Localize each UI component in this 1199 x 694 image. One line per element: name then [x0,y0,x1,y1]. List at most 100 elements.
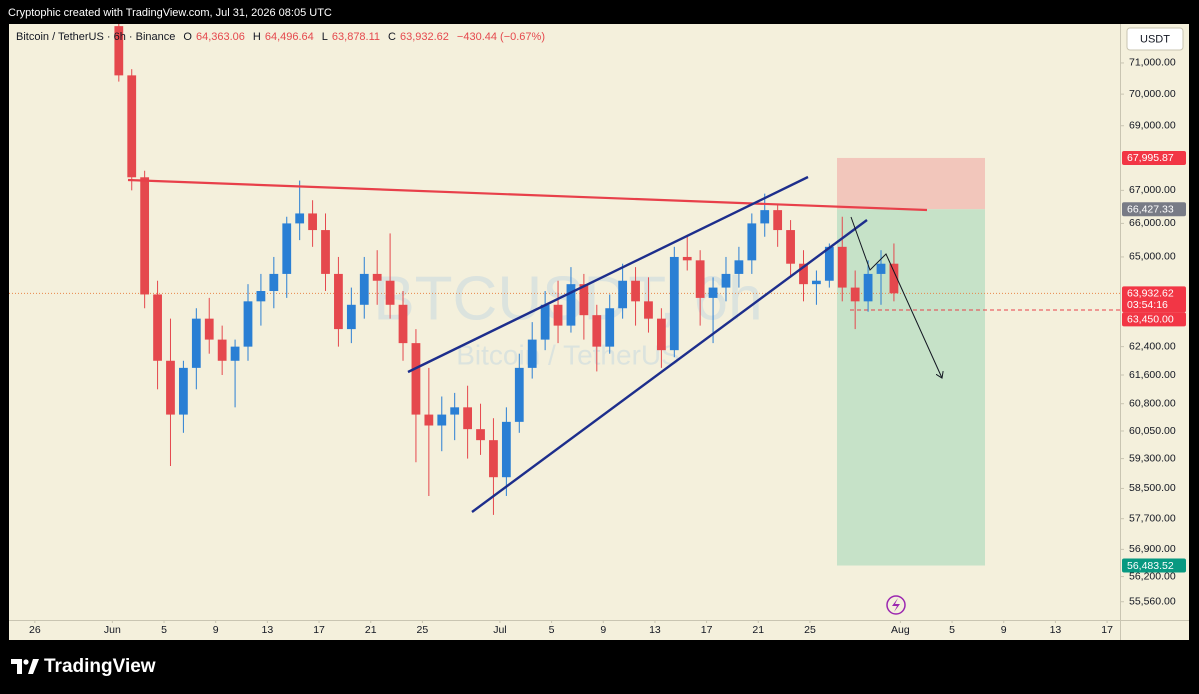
x-tick-label: 17 [313,624,325,636]
price-axis: USDT 71,000.00 70,000.00 69,000.00 67,000.0… [1120,27,1184,608]
candle-body [321,230,330,274]
price-tag [1122,150,1186,165]
x-tick-label: Aug [891,624,910,636]
y-tick-label: 66,000.00 [1129,217,1176,229]
candle-body [527,339,537,368]
candle-body [282,223,292,274]
price-tag-label: 63,932.62 [1127,288,1174,300]
candle-body [140,177,150,295]
candle-body [372,273,382,281]
candle-body [889,263,899,294]
x-tick-label: Jul [493,624,506,636]
price-tag-label: 63,450.00 [1127,314,1174,326]
price-tag [1122,312,1186,327]
x-tick-label: 5 [161,624,167,636]
candle-body [708,287,718,298]
candle-body [463,407,473,430]
candle-body [644,301,653,319]
candle-body [618,280,628,309]
candle-body [385,280,395,305]
candle-body [256,291,266,302]
candle-body [747,223,757,261]
candle-body [334,273,343,330]
x-tick-label: 21 [752,624,764,636]
candle-body [489,440,498,478]
x-tick-label: 5 [949,624,955,636]
y-tick-label: 70,000.00 [1129,88,1176,100]
candle-body [243,301,253,347]
candle-body [114,26,124,76]
candle-body [592,315,602,347]
candle-body [308,213,317,231]
y-tick-label: 65,000.00 [1129,251,1176,263]
ohlc-key: C [388,31,396,43]
price-tag [1122,558,1186,573]
candle-body [191,318,201,368]
x-tick-label: 25 [417,624,429,636]
candle-body [153,294,162,361]
event-icon [886,595,906,615]
x-tick-label: 17 [1101,624,1113,636]
candle-body [230,346,240,361]
target-zone [837,209,985,566]
x-tick-label: 13 [1050,624,1062,636]
x-tick-label: 5 [549,624,555,636]
candle-body [850,287,860,302]
ohlc-key: L [321,31,328,43]
candle-body [682,256,692,261]
candle-body [217,339,227,361]
candle-body [566,284,576,326]
x-tick-label: 21 [365,624,377,636]
brand-name: TradingView [44,656,156,677]
price-tag-label: 56,483.52 [1127,560,1174,572]
ohlc-value: 64,363.06 [195,31,245,43]
candle-body [863,273,873,302]
candle-body [540,304,550,340]
y-tick-label: 60,050.00 [1129,425,1176,437]
ohlc-value: 64,496.64 [264,31,314,43]
x-tick-label: 9 [600,624,606,636]
y-tick-label: 60,800.00 [1129,397,1176,409]
currency: USDT [1140,33,1170,45]
candle-body [876,263,886,274]
candle-body [721,273,731,288]
candle-body [812,280,821,285]
y-tick-label: 58,500.00 [1129,482,1176,494]
credit: Cryptophic created with TradingView.com,… [8,7,332,19]
resistance-line [127,178,928,212]
candle-body [501,421,511,478]
candle-body [450,407,460,415]
price-tag-countdown: 03:54:16 [1127,299,1168,311]
stop-zone [837,157,985,210]
y-tick-label: 71,000.00 [1129,57,1176,69]
candle-body [424,414,434,426]
candle-body [760,210,770,224]
x-tick-label: 17 [701,624,713,636]
x-tick-label: 9 [1001,624,1007,636]
y-tick-label: 56,200.00 [1129,570,1176,582]
position-tool [9,157,1120,566]
candle-body [734,260,744,274]
legend: Bitcoin / TetherUS · 6h · Binance O 64,36… [16,31,549,43]
candle-body [476,429,485,441]
time-axis: 26 Jun 5 9 13 17 21 25 Jul 5 9 13 17 21 25 Aug 5 9 13 17 [29,620,1113,636]
projection-arrow [850,216,942,378]
candle-body [631,280,640,302]
change: −430.44 (−0.67%) [456,31,545,43]
candle-body [269,273,279,292]
x-tick-label: 25 [804,624,816,636]
candle-body [799,263,808,285]
legend-symbol: Bitcoin / TetherUS · 6h · Binance [16,31,176,43]
y-tick-label: 57,700.00 [1129,512,1176,524]
candle-body [398,304,408,344]
candle-body [695,260,705,298]
candle-body [295,213,305,224]
candle-body [656,318,666,351]
candle-body [837,246,847,288]
ohlc-value: 63,878.11 [331,31,381,43]
brand-logo [11,659,22,674]
y-tick-label: 56,900.00 [1129,543,1176,555]
x-tick-label: 9 [213,624,219,636]
